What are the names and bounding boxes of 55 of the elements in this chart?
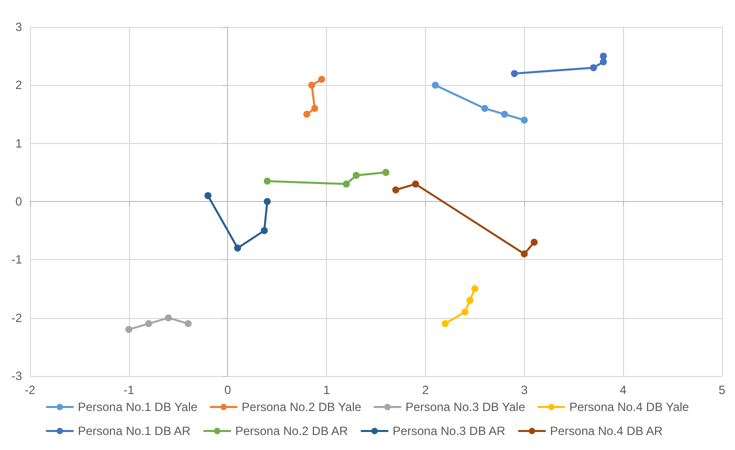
point — [311, 104, 318, 112]
legend-label: Persona No.4 DB AR — [550, 424, 664, 438]
y-tick-label: -2 — [11, 310, 22, 325]
point — [510, 70, 518, 78]
x-tick-label: 3 — [520, 383, 528, 397]
point — [164, 314, 172, 322]
x-tick-label: 4 — [620, 383, 627, 397]
point — [590, 64, 597, 72]
point — [442, 320, 449, 328]
point — [234, 244, 242, 252]
legend-label: Persona No.3 DB AR — [392, 424, 506, 438]
x-tick-label: 0 — [224, 383, 232, 397]
point — [600, 52, 607, 60]
point — [412, 180, 420, 188]
legend-label: Persona No.2 DB AR — [235, 424, 348, 438]
y-tick-label: -1 — [11, 252, 22, 267]
point — [501, 110, 508, 118]
point — [342, 180, 350, 188]
legend-label: Persona No.2 DB Yale — [242, 400, 362, 414]
point — [481, 104, 488, 112]
y-tick-label: 3 — [15, 20, 22, 34]
point — [184, 320, 192, 328]
point — [382, 168, 390, 176]
point — [145, 320, 152, 328]
point — [318, 76, 326, 83]
point — [204, 192, 212, 200]
y-tick-label: -3 — [11, 369, 22, 383]
point — [530, 238, 538, 246]
y-tick-label: 1 — [15, 136, 22, 150]
y-tick-label: 0 — [15, 194, 22, 208]
x-tick-label: 5 — [718, 383, 726, 397]
legend-label: Persona No.1 DB Yale — [78, 400, 198, 414]
point — [308, 82, 316, 89]
x-tick-label: 2 — [422, 383, 430, 397]
point — [303, 110, 310, 118]
x-tick-label: -2 — [24, 383, 36, 397]
legend-label: Persona No.3 DB Yale — [406, 400, 526, 414]
point — [520, 116, 528, 124]
point — [432, 82, 439, 89]
point — [471, 285, 478, 292]
point — [461, 308, 468, 316]
point — [260, 227, 268, 234]
point — [264, 178, 271, 185]
point — [520, 250, 528, 258]
point — [125, 326, 132, 333]
point — [466, 296, 474, 304]
y-tick-label: 2 — [15, 78, 22, 92]
point — [264, 198, 271, 205]
point — [392, 186, 400, 194]
legend-label: Persona No.4 DB Yale — [569, 400, 690, 414]
point — [600, 58, 607, 66]
legend-label: Persona No.1 DB AR — [78, 424, 191, 438]
x-tick-label: 1 — [323, 383, 330, 397]
x-tick-label: -1 — [124, 383, 135, 397]
point — [352, 172, 360, 179]
